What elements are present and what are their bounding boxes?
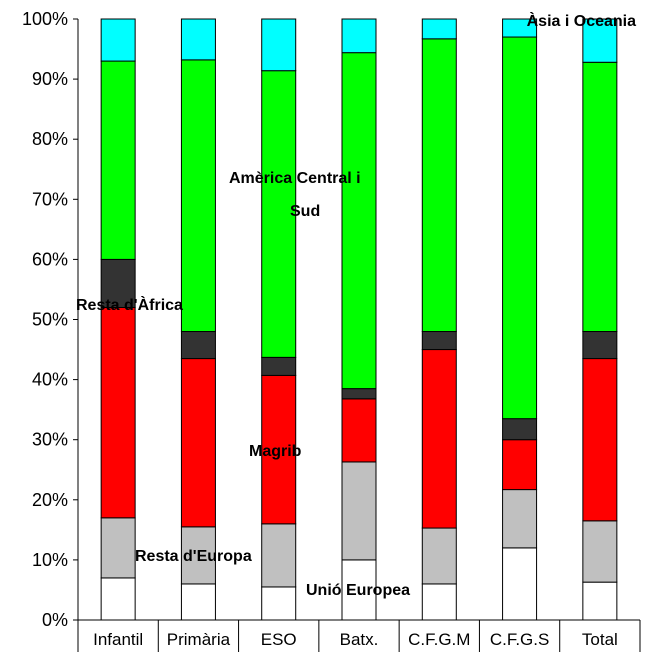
y-tick-label: 80% <box>32 129 68 149</box>
y-tick-label: 10% <box>32 550 68 570</box>
bar-segment <box>582 581 618 621</box>
bar-segment <box>100 306 136 519</box>
bar-segment <box>341 52 377 390</box>
bar-segment <box>100 60 136 260</box>
x-categories-group: Infantil Primària ESO Batx. C.F.G.M C.F.G.S To… <box>93 620 641 652</box>
annotation-resta-africa: Resta d'Àfrica <box>76 295 183 314</box>
y-tick-label: 50% <box>32 310 68 330</box>
bar-segment <box>180 59 216 333</box>
x-category-label: C.F.G.M <box>408 630 470 649</box>
x-category-label: ESO <box>261 630 297 649</box>
bar-segment <box>582 61 618 333</box>
annotation-america-sud: Sud <box>290 203 320 220</box>
y-tick-label: 60% <box>32 249 68 269</box>
bar-segment <box>582 358 618 522</box>
bar-segment <box>582 520 618 583</box>
bar-segment <box>261 70 297 358</box>
annotation-unio-europea: Unió Europea <box>306 582 410 599</box>
bar-segment <box>421 527 457 585</box>
y-tick-label: 70% <box>32 189 68 209</box>
bar-segment <box>100 258 136 308</box>
bar-segment <box>100 517 136 579</box>
bar-segment <box>100 577 136 621</box>
bar-segment <box>261 18 297 72</box>
x-category-label: Infantil <box>93 630 143 649</box>
bar-segment <box>180 358 216 528</box>
bar-segment <box>421 18 457 40</box>
annotations-group: Àsia i Oceania Amèrica Central i Sud Res… <box>76 11 636 599</box>
bar-segment <box>502 36 538 420</box>
y-tick-label: 90% <box>32 69 68 89</box>
bar-segment <box>421 331 457 351</box>
x-category-label: Total <box>582 630 618 649</box>
annotation-magrib: Magrib <box>249 443 302 460</box>
x-category-label: Primària <box>167 630 231 649</box>
bar-segment <box>180 18 216 61</box>
y-tick-label: 40% <box>32 370 68 390</box>
bar-segment <box>502 547 538 621</box>
axes-group <box>77 19 640 652</box>
x-category-label: C.F.G.S <box>490 630 550 649</box>
bar-segment <box>180 583 216 621</box>
bar-segment <box>502 418 538 441</box>
bars-group <box>100 18 618 621</box>
x-category-label: Batx. <box>340 630 379 649</box>
bar-segment <box>421 349 457 529</box>
bar-segment <box>261 356 297 376</box>
bar-segment <box>100 18 136 62</box>
annotation-america-central: Amèrica Central i <box>229 170 361 187</box>
y-tick-label: 100% <box>22 9 68 29</box>
y-tick-label: 30% <box>32 430 68 450</box>
annotation-asia-oceania: Àsia i Oceania <box>527 11 636 30</box>
y-tick-label: 0% <box>42 610 68 630</box>
bar-segment <box>261 586 297 621</box>
bar-segment <box>582 18 618 63</box>
annotation-resta-europa: Resta d'Europa <box>135 548 252 565</box>
y-tick-label: 20% <box>32 490 68 510</box>
bar-segment <box>502 439 538 491</box>
y-ticks-group: 0% 10% 20% 30% 40% 50% 60% 70% 80% 90% 100% <box>22 9 78 630</box>
bar-segment <box>502 489 538 549</box>
bar-segment <box>180 526 216 585</box>
bar-segment <box>261 523 297 588</box>
bar-segment <box>582 331 618 360</box>
bar-segment <box>502 18 538 38</box>
bar-segment <box>180 331 216 360</box>
bar-segment <box>341 461 377 561</box>
bar-segment <box>341 18 377 54</box>
bar-segment <box>421 38 457 333</box>
bar-segment <box>341 388 377 400</box>
bar-segment <box>421 583 457 621</box>
bar-segment <box>341 398 377 463</box>
